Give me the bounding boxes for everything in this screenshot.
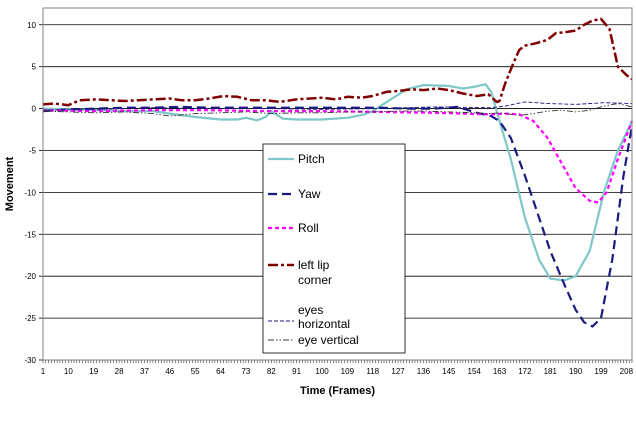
x-tick-label: 1	[41, 367, 46, 376]
x-tick-label: 73	[241, 367, 250, 376]
y-tick-label: -15	[24, 230, 36, 239]
x-tick-label: 37	[140, 367, 149, 376]
y-tick-label: -10	[24, 188, 36, 197]
x-tick-label: 64	[216, 367, 225, 376]
legend-box	[262, 143, 406, 354]
legend-label: Yaw	[298, 187, 321, 201]
x-tick-label: 190	[569, 367, 583, 376]
y-tick-label: -25	[24, 314, 36, 323]
x-tick-label: 118	[366, 367, 379, 376]
series-line	[42, 101, 633, 111]
series-line	[42, 17, 633, 107]
x-axis-title: Time (Frames)	[300, 385, 375, 397]
series-layer	[42, 17, 634, 328]
legend-label: eyes horizontal	[298, 303, 350, 331]
y-axis-title: Movement	[4, 156, 16, 211]
y-tick-label: 0	[32, 105, 37, 114]
legend-label: eye vertical	[298, 333, 359, 347]
x-tick-label: 46	[165, 367, 174, 376]
x-tick-label: 91	[292, 367, 301, 376]
x-tick-label: 109	[341, 367, 355, 376]
x-tick-label: 181	[544, 367, 558, 376]
x-tick-label: 208	[620, 367, 634, 376]
x-tick-label: 82	[267, 367, 276, 376]
series-line	[42, 103, 633, 117]
x-tick-label: 136	[417, 367, 431, 376]
plot-frame	[42, 7, 633, 361]
x-tick-label: 154	[468, 367, 482, 376]
legend-label: left lip corner	[298, 258, 332, 287]
x-tick-label: 19	[89, 367, 98, 376]
x-tick-label: 163	[493, 367, 507, 376]
x-tick-label: 100	[315, 367, 329, 376]
y-tick-label: -30	[24, 356, 36, 365]
x-tick-label: 55	[191, 367, 200, 376]
x-axis-ticks: 1 10 19 28 37 46 55 64 73 82 91 100 109 118 127 136 145 1…	[41, 359, 634, 376]
x-tick-label: 145	[442, 367, 456, 376]
x-tick-label: 127	[391, 367, 405, 376]
x-tick-label: 199	[594, 367, 608, 376]
y-tick-label: 10	[27, 21, 36, 30]
y-tick-label: 5	[32, 63, 37, 72]
x-tick-label: 10	[64, 367, 73, 376]
x-tick-label: 172	[518, 367, 532, 376]
x-tick-label: 28	[115, 367, 124, 376]
legend: Pitch Yaw Roll left lip corner eyes horizontal…	[262, 143, 406, 354]
y-tick-label: -20	[24, 272, 36, 281]
y-axis-ticks: -30 -25 -20 -15 -10 -5 0 5 10	[24, 21, 43, 365]
legend-label: Roll	[298, 221, 319, 235]
legend-label: Pitch	[298, 152, 325, 166]
series-line	[42, 83, 633, 282]
y-tick-label: -5	[29, 146, 37, 155]
